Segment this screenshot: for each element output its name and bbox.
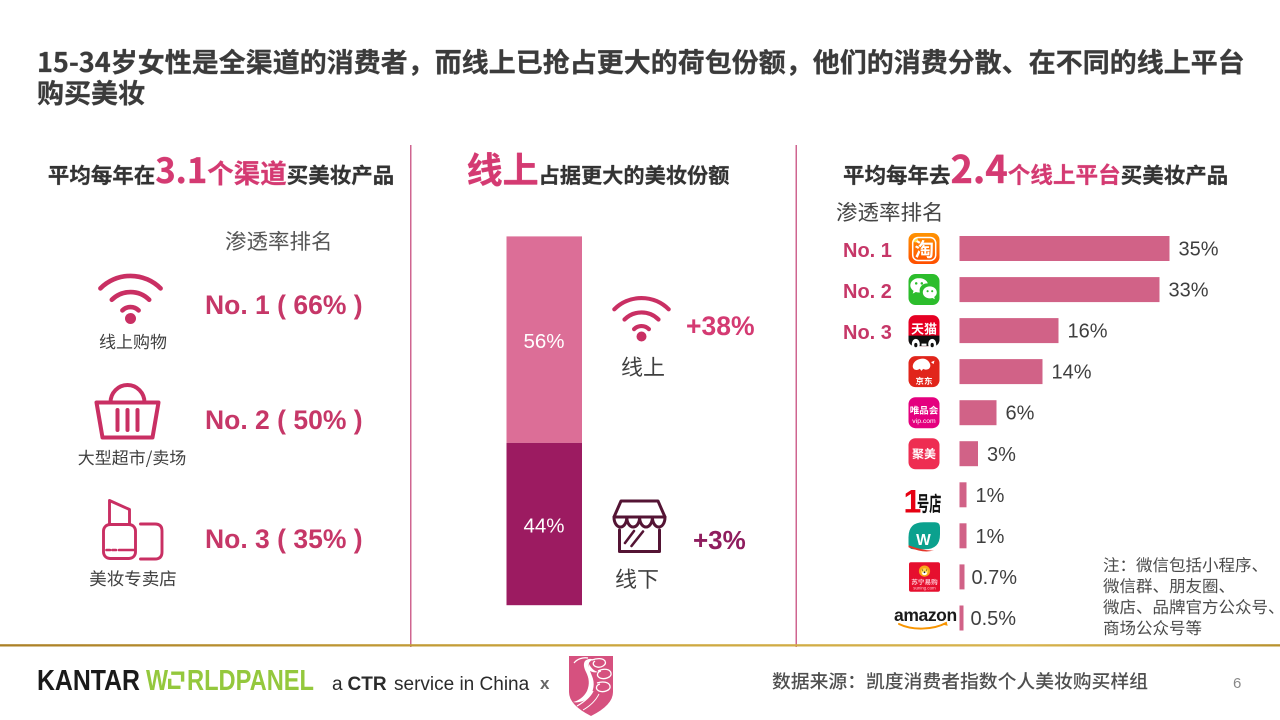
svg-text:x: x	[540, 674, 550, 693]
svg-text:W: W	[146, 665, 169, 697]
svg-text:No. 2: No. 2	[843, 281, 892, 303]
svg-text:W: W	[916, 532, 931, 549]
svg-text:35%: 35%	[1179, 239, 1219, 261]
svg-text:0.5%: 0.5%	[971, 608, 1017, 630]
svg-text:+3%: +3%	[693, 525, 746, 555]
svg-text:44%: 44%	[523, 515, 564, 538]
svg-text:No. 1: No. 1	[843, 240, 892, 262]
svg-text:+38%: +38%	[686, 311, 755, 341]
svg-text:1: 1	[904, 483, 922, 519]
svg-text:6%: 6%	[1006, 403, 1035, 425]
svg-text:suning.com: suning.com	[913, 585, 936, 590]
svg-text:No. 1 ( 66% ): No. 1 ( 66% )	[205, 290, 363, 320]
svg-text:No. 3 ( 35% ): No. 3 ( 35% )	[205, 524, 363, 554]
svg-text:0.7%: 0.7%	[972, 567, 1018, 589]
svg-text:14%: 14%	[1052, 362, 1092, 384]
svg-text:16%: 16%	[1068, 321, 1108, 343]
svg-text:a: a	[332, 674, 343, 695]
svg-text:56%: 56%	[523, 330, 564, 353]
svg-text:No. 3: No. 3	[843, 322, 892, 344]
svg-text:CTR: CTR	[348, 674, 387, 695]
svg-text:RLDPANEL: RLDPANEL	[187, 665, 314, 697]
svg-text:KANTAR: KANTAR	[37, 665, 140, 697]
svg-text:3%: 3%	[987, 444, 1016, 466]
svg-text:6: 6	[1233, 675, 1241, 692]
svg-text:33%: 33%	[1169, 280, 1209, 302]
svg-text:amazon: amazon	[894, 605, 957, 625]
svg-text:service in China: service in China	[394, 674, 530, 695]
svg-text:1%: 1%	[976, 526, 1005, 548]
svg-text:1%: 1%	[976, 485, 1005, 507]
svg-text:vip.com: vip.com	[912, 418, 936, 425]
svg-text:No. 2 ( 50% ): No. 2 ( 50% )	[205, 405, 363, 435]
